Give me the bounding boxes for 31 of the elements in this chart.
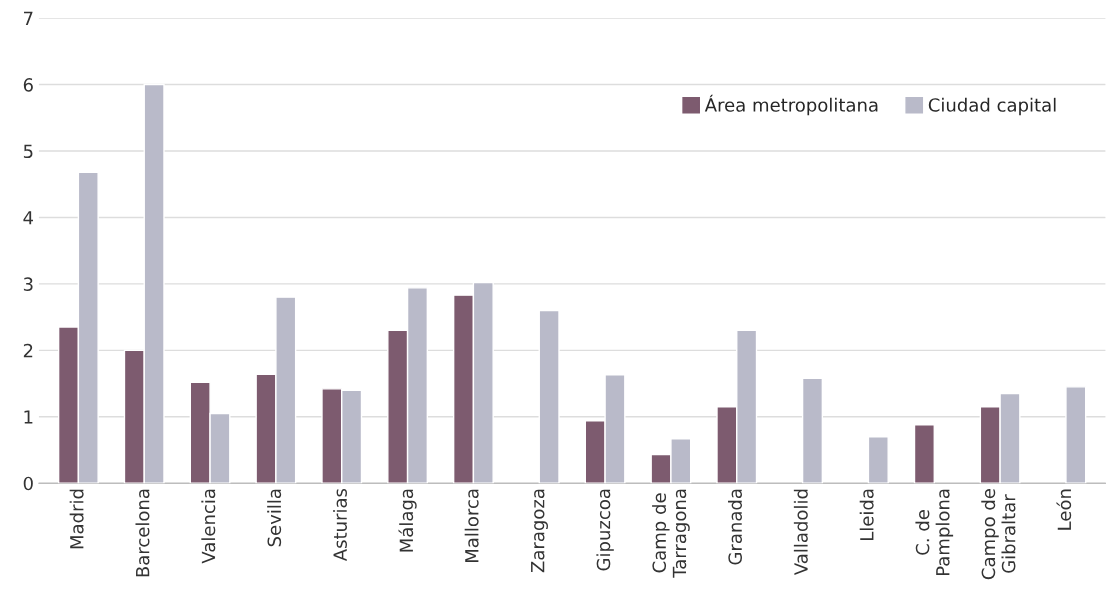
- x-tick-label: León: [1056, 489, 1072, 530]
- x-tick-label: Camp de Tarragona: [652, 489, 690, 578]
- x-tick-label: Lleida: [859, 489, 874, 541]
- y-tick-label: 7: [24, 11, 33, 25]
- x-tick-label: Granada: [728, 489, 742, 565]
- legend-label: Área metropolitana: [704, 94, 878, 116]
- y-tick-label: 0: [23, 476, 33, 491]
- x-tick-label: Sevilla: [267, 489, 282, 547]
- bar: [538, 309, 560, 484]
- x-tick-label: Valencia: [201, 489, 216, 564]
- legend-label: Ciudad capital: [928, 97, 1056, 116]
- y-tick-label: 1: [24, 410, 33, 424]
- x-tick-label: Málaga: [398, 489, 417, 552]
- y-tick-label: 6: [23, 78, 33, 92]
- x-tick-label: Campo de Gibraltar: [981, 489, 1016, 580]
- x-tick-label: Zaragoza: [531, 489, 548, 573]
- x-tick-label: Madrid: [69, 489, 84, 549]
- y-tick-label: 2: [23, 343, 33, 358]
- y-tick-label: 4: [23, 211, 34, 225]
- x-tick-label: Gipuzcoa: [596, 489, 614, 571]
- bar: [913, 424, 935, 484]
- bar: [1065, 386, 1087, 484]
- x-tick-label: Valladolid: [793, 489, 808, 576]
- x-tick-label: C. de Pamplona: [915, 489, 954, 576]
- x-tick-label: Asturias: [333, 488, 347, 562]
- bar: [801, 377, 824, 484]
- y-tick-label: 3: [23, 277, 33, 291]
- bar: [867, 435, 889, 484]
- x-tick-label: Mallorca: [464, 489, 479, 563]
- x-tick-label: Barcelona: [135, 489, 150, 577]
- y-tick-label: 5: [23, 144, 33, 159]
